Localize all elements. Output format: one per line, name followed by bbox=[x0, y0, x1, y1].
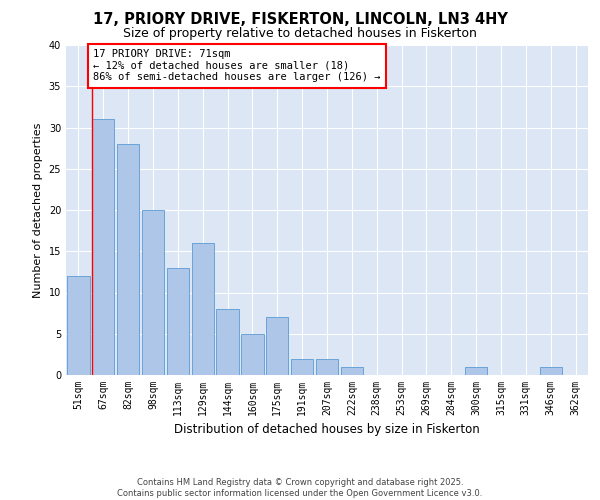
Bar bbox=[191, 243, 214, 375]
Y-axis label: Number of detached properties: Number of detached properties bbox=[33, 122, 43, 298]
Bar bbox=[341, 367, 363, 375]
Bar bbox=[465, 367, 487, 375]
Bar bbox=[266, 318, 289, 375]
Text: Contains HM Land Registry data © Crown copyright and database right 2025.
Contai: Contains HM Land Registry data © Crown c… bbox=[118, 478, 482, 498]
Bar bbox=[142, 210, 164, 375]
Bar bbox=[92, 119, 115, 375]
Text: Size of property relative to detached houses in Fiskerton: Size of property relative to detached ho… bbox=[123, 28, 477, 40]
Bar bbox=[167, 268, 189, 375]
Bar bbox=[67, 276, 89, 375]
Bar bbox=[241, 334, 263, 375]
Bar bbox=[316, 358, 338, 375]
Bar bbox=[117, 144, 139, 375]
Bar bbox=[291, 358, 313, 375]
Text: 17, PRIORY DRIVE, FISKERTON, LINCOLN, LN3 4HY: 17, PRIORY DRIVE, FISKERTON, LINCOLN, LN… bbox=[92, 12, 508, 28]
Bar bbox=[539, 367, 562, 375]
Bar bbox=[217, 309, 239, 375]
Text: 17 PRIORY DRIVE: 71sqm
← 12% of detached houses are smaller (18)
86% of semi-det: 17 PRIORY DRIVE: 71sqm ← 12% of detached… bbox=[94, 49, 381, 82]
X-axis label: Distribution of detached houses by size in Fiskerton: Distribution of detached houses by size … bbox=[174, 424, 480, 436]
